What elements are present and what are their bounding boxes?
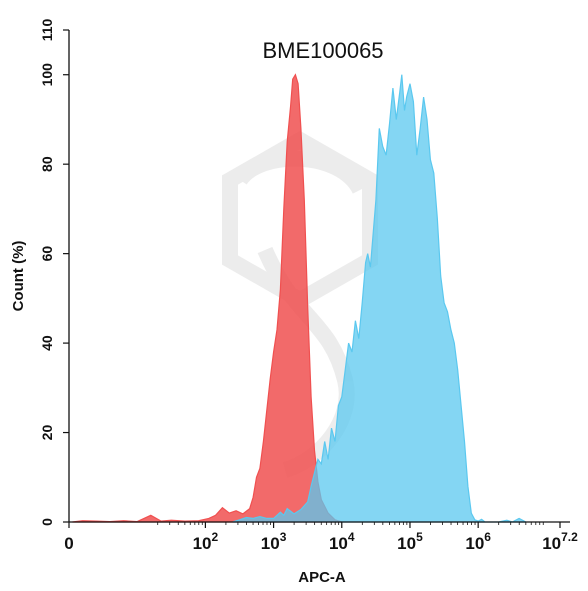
chart-title: BME100065 [262, 38, 383, 63]
y-axis-title: Count (%) [10, 241, 27, 312]
x-axis-ticks: 0 102 103 104 105 106 107.2 [64, 522, 578, 553]
y-tick-label: 110 [39, 18, 55, 41]
y-tick-label: 0 [39, 518, 55, 526]
series-layer [72, 73, 527, 523]
x-tick-label: 102 [193, 530, 219, 553]
y-tick-label: 40 [39, 335, 55, 351]
x-axis-title: APC-A [298, 569, 346, 586]
x-tick-label: 104 [329, 530, 355, 553]
histogram-series-2 [232, 74, 527, 523]
y-axis-ticks: 0 20 40 60 80 100 110 [39, 18, 69, 526]
histogram-series-1 [72, 73, 342, 523]
x-tick-label: 0 [64, 534, 73, 553]
x-tick-label: 106 [465, 530, 491, 553]
y-tick-label: 100 [39, 63, 55, 87]
x-tick-label: 103 [261, 530, 287, 553]
y-tick-label: 60 [39, 246, 55, 262]
x-tick-label: 107.2 [542, 530, 578, 553]
x-tick-label: 105 [397, 530, 423, 553]
y-tick-label: 20 [39, 425, 55, 441]
y-tick-label: 80 [39, 156, 55, 172]
